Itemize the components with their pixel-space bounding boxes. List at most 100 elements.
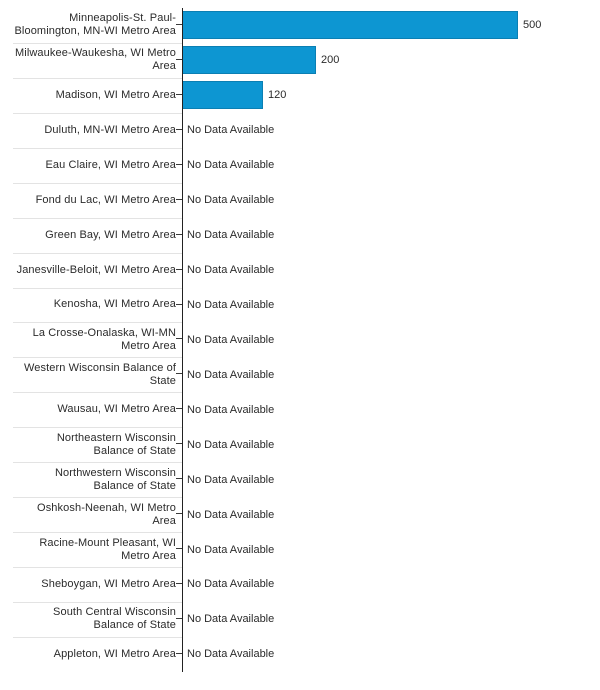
row-separator xyxy=(13,567,182,568)
category-label: La Crosse-Onalaska, WI-MN Metro Area xyxy=(32,326,176,352)
axis-tick xyxy=(176,548,182,550)
chart-row: Minneapolis-St. Paul- Bloomington, MN-WI… xyxy=(0,8,600,43)
row-separator xyxy=(13,287,182,289)
bar[interactable] xyxy=(182,80,263,109)
category-label: Northeastern Wisconsin Balance of State xyxy=(56,431,176,457)
category-label: Kenosha, WI Metro Area xyxy=(53,298,176,311)
no-data-label: No Data Available xyxy=(187,194,275,207)
axis-tick xyxy=(176,373,182,375)
bar[interactable] xyxy=(182,11,518,39)
category-label: Green Bay, WI Metro Area xyxy=(45,228,176,241)
row-separator xyxy=(13,601,182,603)
row-separator xyxy=(13,322,182,324)
axis-tick xyxy=(176,338,182,340)
category-label: Milwaukee-Waukesha, WI Metro Area xyxy=(15,47,176,73)
chart-row: Green Bay, WI Metro Area No Data Availabl… xyxy=(0,217,600,253)
row-separator xyxy=(13,147,182,149)
chart-row: Racine-Mount Pleasant, WI Metro Area No D… xyxy=(0,532,600,567)
chart-row: South Central Wisconsin Balance of State… xyxy=(0,601,600,637)
axis-tick xyxy=(176,478,182,480)
no-data-label: No Data Available xyxy=(187,648,275,661)
axis-tick xyxy=(176,443,182,445)
chart-row: Western Wisconsin Balance of State No Dat… xyxy=(0,357,600,392)
row-separator xyxy=(13,252,182,254)
chart-row: Duluth, MN-WI Metro Area No Data Availabl… xyxy=(0,112,600,148)
no-data-label: No Data Available xyxy=(187,578,275,591)
category-label: Wausau, WI Metro Area xyxy=(57,403,176,416)
no-data-label: No Data Available xyxy=(187,403,275,416)
no-data-label: No Data Available xyxy=(187,298,275,311)
chart-row: Janesville-Beloit, WI Metro Area No Data … xyxy=(0,252,600,288)
row-separator xyxy=(13,357,182,359)
axis-tick xyxy=(176,93,182,95)
axis-tick xyxy=(176,58,182,60)
y-axis-line xyxy=(182,8,183,672)
chart-row: Northeastern Wisconsin Balance of State N… xyxy=(0,427,600,462)
no-data-label: No Data Available xyxy=(187,473,275,486)
axis-tick xyxy=(176,583,182,584)
category-label: Northwestern Wisconsin Balance of State xyxy=(54,466,176,492)
chart-row: Appleton, WI Metro Area No Data Available xyxy=(0,636,600,672)
row-separator xyxy=(13,392,182,394)
chart-row: Madison, WI Metro Area 120 xyxy=(0,77,600,113)
row-separator xyxy=(13,112,182,114)
category-label: Janesville-Beloit, WI Metro Area xyxy=(16,263,176,276)
no-data-label: No Data Available xyxy=(187,368,275,381)
row-separator xyxy=(13,182,182,184)
bar-value-label: 120 xyxy=(268,89,287,102)
axis-tick xyxy=(176,24,182,25)
category-label: Eau Claire, WI Metro Area xyxy=(45,158,176,171)
no-data-label: No Data Available xyxy=(187,333,275,346)
row-separator xyxy=(13,427,182,429)
axis-tick xyxy=(176,233,182,235)
category-label: Duluth, MN-WI Metro Area xyxy=(44,123,176,136)
axis-tick xyxy=(176,617,182,619)
category-label: Appleton, WI Metro Area xyxy=(53,647,176,660)
category-label: Sheboygan, WI Metro Area xyxy=(41,577,176,590)
chart-row: Eau Claire, WI Metro Area No Data Availab… xyxy=(0,147,600,183)
axis-tick xyxy=(176,268,182,270)
axis-tick xyxy=(176,408,182,410)
axis-tick xyxy=(176,652,182,654)
no-data-label: No Data Available xyxy=(187,438,275,451)
category-label: South Central Wisconsin Balance of State xyxy=(53,606,176,632)
row-separator xyxy=(13,636,182,638)
chart-row: Milwaukee-Waukesha, WI Metro Area 200 xyxy=(0,42,600,78)
bar[interactable] xyxy=(182,45,316,74)
axis-tick xyxy=(176,303,182,305)
axis-tick xyxy=(176,128,182,130)
row-separator xyxy=(13,217,182,219)
chart-row: Fond du Lac, WI Metro Area No Data Availa… xyxy=(0,182,600,218)
no-data-label: No Data Available xyxy=(187,124,275,137)
category-label: Racine-Mount Pleasant, WI Metro Area xyxy=(39,536,176,562)
axis-tick xyxy=(176,513,182,515)
chart-row: Oshkosh-Neenah, WI Metro Area No Data Ava… xyxy=(0,497,600,532)
chart-row: Sheboygan, WI Metro Area No Data Availabl… xyxy=(0,567,600,602)
row-separator xyxy=(13,497,182,499)
chart-row: Wausau, WI Metro Area No Data Available xyxy=(0,392,600,427)
row-separator xyxy=(13,462,182,464)
no-data-label: No Data Available xyxy=(187,508,275,521)
no-data-label: No Data Available xyxy=(187,159,275,172)
chart-rows: Minneapolis-St. Paul- Bloomington, MN-WI… xyxy=(0,8,600,672)
row-separator xyxy=(13,532,182,534)
category-label: Minneapolis-St. Paul- Bloomington, MN-WI… xyxy=(14,12,176,38)
chart-row: Northwestern Wisconsin Balance of State N… xyxy=(0,462,600,497)
category-label: Madison, WI Metro Area xyxy=(55,88,176,101)
bar-value-label: 500 xyxy=(523,19,542,32)
chart-row: La Crosse-Onalaska, WI-MN Metro Area No D… xyxy=(0,322,600,357)
category-label: Oshkosh-Neenah, WI Metro Area xyxy=(37,501,176,527)
category-label: Fond du Lac, WI Metro Area xyxy=(35,193,176,206)
axis-tick xyxy=(176,163,182,165)
row-separator xyxy=(13,42,182,44)
no-data-label: No Data Available xyxy=(187,613,275,626)
row-separator xyxy=(13,77,182,79)
bar-value-label: 200 xyxy=(321,54,340,67)
no-data-label: No Data Available xyxy=(187,264,275,277)
chart-row: Kenosha, WI Metro Area No Data Available xyxy=(0,287,600,323)
no-data-label: No Data Available xyxy=(187,229,275,242)
category-label: Western Wisconsin Balance of State xyxy=(23,361,176,387)
axis-tick xyxy=(176,198,182,200)
no-data-label: No Data Available xyxy=(187,543,275,556)
